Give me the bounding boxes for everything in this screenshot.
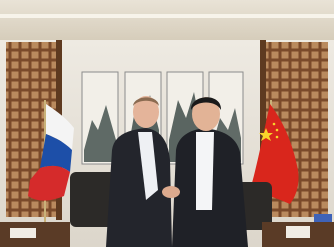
flag-star bbox=[276, 136, 279, 139]
suit bbox=[106, 128, 172, 247]
shirt bbox=[196, 132, 214, 210]
handshake bbox=[162, 186, 180, 198]
ceiling bbox=[0, 0, 334, 40]
flag-star bbox=[276, 129, 279, 132]
ceiling-light bbox=[0, 14, 334, 18]
nameplate bbox=[286, 226, 310, 238]
page bbox=[0, 0, 334, 247]
nameplate bbox=[10, 228, 36, 238]
photo bbox=[0, 0, 334, 247]
folder bbox=[314, 214, 332, 222]
flag-star bbox=[273, 123, 276, 126]
